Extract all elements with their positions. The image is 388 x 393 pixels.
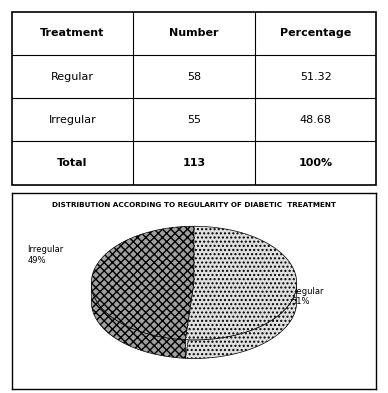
Polygon shape <box>185 283 194 358</box>
Text: 51.32: 51.32 <box>300 72 331 82</box>
Text: Treatment: Treatment <box>40 28 105 39</box>
Text: 48.68: 48.68 <box>300 115 332 125</box>
Polygon shape <box>91 285 185 358</box>
Text: 58: 58 <box>187 72 201 82</box>
Text: Irregular: Irregular <box>48 115 96 125</box>
Polygon shape <box>91 226 194 340</box>
Text: DISTRIBUTION ACCORDING TO REGULARITY OF DIABETIC  TREATMENT: DISTRIBUTION ACCORDING TO REGULARITY OF … <box>52 202 336 208</box>
Text: 55: 55 <box>187 115 201 125</box>
Text: Regular: Regular <box>51 72 94 82</box>
Text: Regular
51%: Regular 51% <box>291 287 324 306</box>
Polygon shape <box>185 283 194 358</box>
Text: Number: Number <box>169 28 219 39</box>
Polygon shape <box>185 226 297 340</box>
Text: Percentage: Percentage <box>280 28 351 39</box>
Text: 100%: 100% <box>298 158 333 168</box>
Text: Irregular
49%: Irregular 49% <box>28 246 64 265</box>
Text: 113: 113 <box>182 158 206 168</box>
Text: Total: Total <box>57 158 88 168</box>
Polygon shape <box>185 284 297 358</box>
